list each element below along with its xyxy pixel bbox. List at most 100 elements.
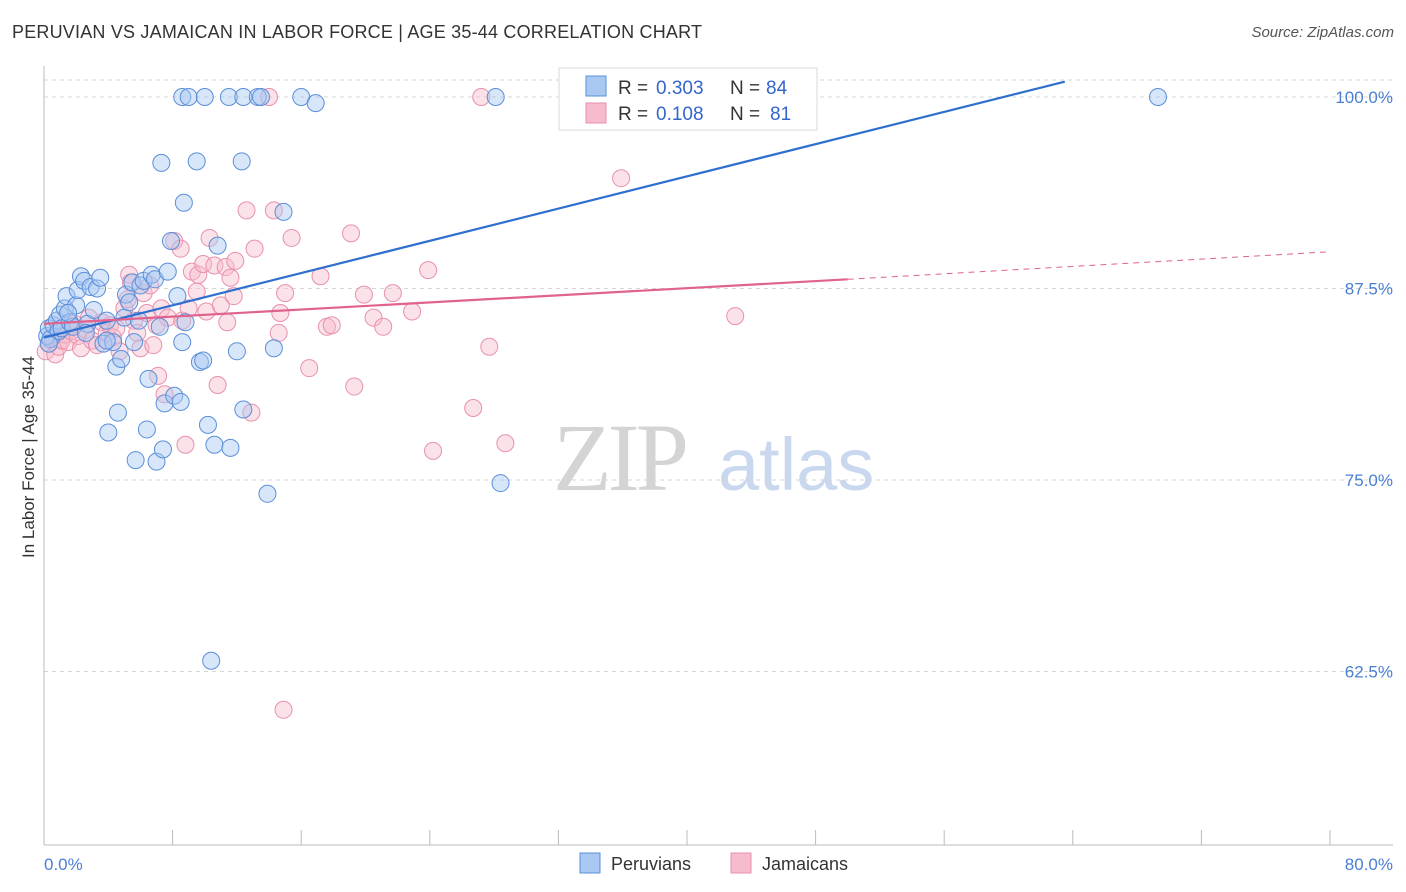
peruvian-point-61: [202, 651, 221, 670]
jamaican-point-57: [237, 201, 256, 220]
jamaican-point-72: [364, 308, 383, 327]
peruvian-point-83: [97, 331, 116, 350]
bottom-legend-jamaicans: Jamaicans: [762, 854, 848, 874]
peruvian-point-38: [139, 369, 158, 388]
peruvian-point-57: [190, 353, 209, 372]
legend-n-value-2: 81: [770, 104, 791, 125]
peruvian-point-32: [125, 333, 144, 352]
legend: R = 0.303 N = 84 R = 0.108 N = 81: [558, 67, 818, 131]
peruvian-point-51: [173, 333, 192, 352]
jamaican-point-69: [342, 224, 361, 243]
peruvian-point-19: [88, 279, 107, 298]
peruvian-point-56: [187, 152, 206, 171]
jamaican-point-32: [144, 336, 163, 355]
peruvian-point-60: [198, 415, 217, 434]
jamaican-point-52: [216, 258, 235, 277]
jamaican-point-85: [726, 307, 745, 326]
bottom-legend: Peruvians Jamaicans: [579, 852, 848, 874]
legend-swatch-peruvians: [585, 75, 607, 97]
peruvian-point-55: [179, 88, 198, 106]
jamaican-point-21: [110, 342, 129, 361]
jamaican-point-36: [155, 385, 174, 404]
peruvian-point-71: [252, 88, 271, 106]
watermark-zip: ZIP: [553, 404, 686, 511]
peruvian-point-34: [129, 311, 148, 330]
peruvian-point-68: [234, 400, 253, 419]
x-tick-min: 0.0%: [44, 855, 83, 874]
peruvian-point-24: [104, 333, 123, 352]
peruvian-point-23: [99, 423, 118, 442]
jamaican-point-65: [300, 359, 319, 378]
legend-r-value-1: 0.303: [656, 78, 704, 99]
jamaican-trend-line: [43, 278, 848, 325]
y-tick-label-0: 62.5%: [1345, 663, 1393, 682]
peruvian-point-43: [152, 153, 171, 172]
jamaican-point-78: [480, 337, 499, 356]
jamaican-point-60: [264, 201, 283, 220]
peruvian-point-80: [39, 334, 58, 353]
peruvian-point-73: [264, 339, 283, 358]
peruvian-point-69: [234, 88, 253, 106]
jamaican-point-84: [374, 317, 393, 336]
jamaican-point-46: [194, 254, 213, 273]
jamaican-point-39: [171, 239, 190, 258]
x-tick-max: 80.0%: [1345, 855, 1393, 874]
legend-r-value-2: 0.108: [656, 104, 704, 125]
peruvian-point-47: [161, 232, 180, 251]
bottom-legend-swatch-peruvians: [579, 852, 601, 874]
peruvian-point-50: [171, 392, 190, 411]
peruvian-point-30: [120, 293, 139, 312]
jamaican-point-41: [176, 435, 195, 454]
peruvian-point-27: [112, 349, 131, 368]
jamaican-point-54: [221, 268, 240, 287]
peruvian-point-18: [84, 300, 103, 319]
jamaican-point-73: [383, 284, 402, 303]
jamaican-point-68: [322, 316, 341, 335]
jamaican-point-59: [245, 239, 264, 258]
peruvian-point-77: [486, 88, 505, 106]
peruvian-point-52: [174, 193, 193, 212]
bottom-legend-swatch-jamaicans: [730, 852, 752, 874]
jamaican-point-42: [179, 299, 198, 318]
y-axis-label: In Labor Force | Age 35-44: [19, 356, 38, 558]
jamaican-point-50: [208, 376, 227, 395]
jamaican-point-61: [269, 323, 288, 342]
peruvian-point-78: [491, 474, 510, 493]
watermark-atlas: atlas: [718, 423, 874, 506]
jamaican-point-64: [282, 228, 301, 247]
peruvian-point-66: [227, 342, 246, 361]
peruvian-point-72: [258, 484, 277, 503]
jamaican-point-56: [226, 251, 245, 270]
peruvian-trend-line: [43, 80, 1066, 339]
peruvian-points: [38, 88, 1167, 670]
peruvian-point-79: [1148, 88, 1167, 106]
peruvian-point-62: [205, 435, 224, 454]
legend-n-label-2: N =: [730, 104, 760, 125]
jamaican-point-79: [496, 434, 515, 453]
jamaican-point-63: [276, 284, 295, 303]
peruvian-point-76: [306, 94, 325, 113]
legend-swatch-jamaicans: [585, 102, 607, 124]
jamaican-point-83: [274, 700, 293, 719]
jamaican-point-77: [464, 398, 483, 417]
jamaican-point-49: [205, 256, 224, 275]
peruvian-point-64: [219, 88, 238, 106]
peruvian-point-74: [274, 202, 293, 221]
y-tick-label-1: 75.0%: [1345, 471, 1393, 490]
jamaican-point-74: [403, 302, 422, 321]
bottom-legend-peruvians: Peruvians: [611, 854, 691, 874]
peruvian-point-63: [208, 236, 227, 255]
peruvian-point-53: [176, 313, 195, 332]
peruvian-point-81: [59, 304, 78, 323]
legend-n-value-1: 84: [766, 78, 788, 99]
legend-r-label-1: R =: [618, 78, 648, 99]
axes: [43, 66, 1393, 846]
peruvian-point-65: [221, 438, 240, 457]
jamaican-point-80: [612, 169, 631, 188]
chart-title: PERUVIAN VS JAMAICAN IN LABOR FORCE | AG…: [12, 22, 703, 42]
peruvian-point-54: [173, 88, 192, 106]
source-label: Source: ZipAtlas.com: [1251, 24, 1394, 41]
jamaican-point-45: [189, 265, 208, 284]
peruvian-point-45: [155, 394, 174, 413]
